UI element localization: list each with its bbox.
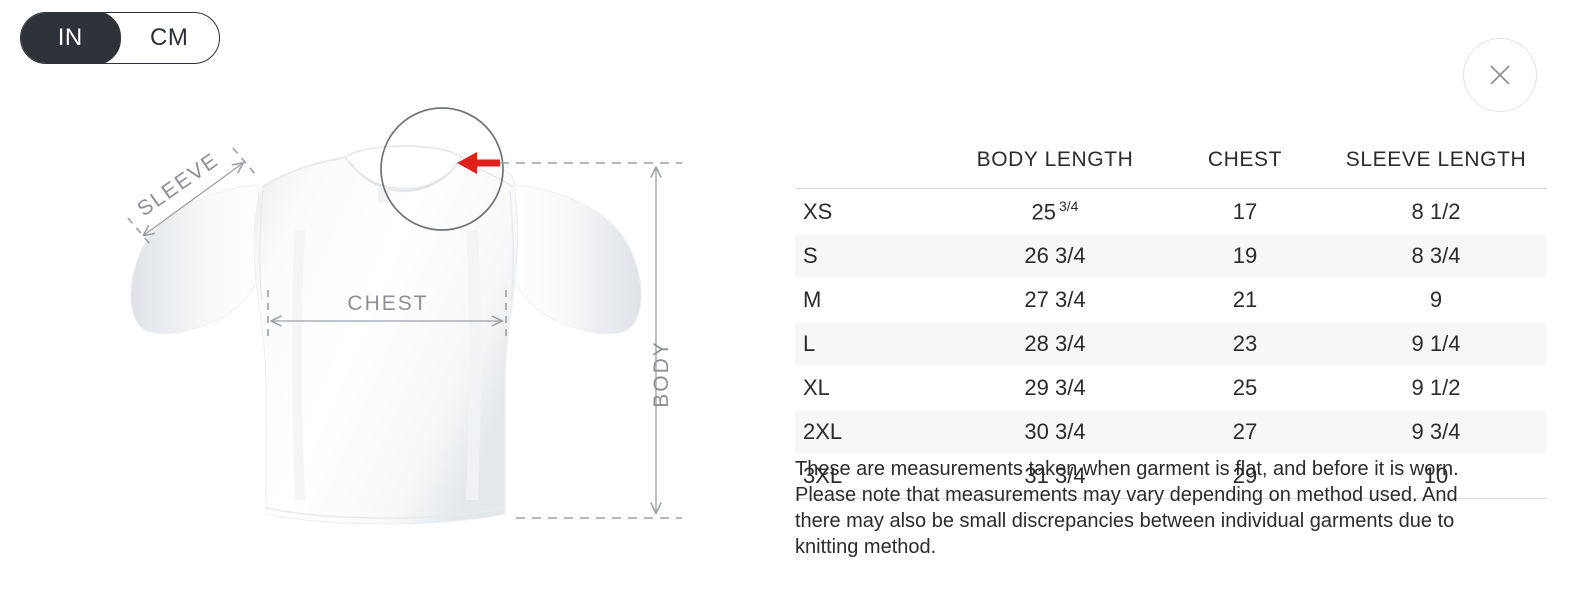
- cell-size: M: [803, 287, 822, 313]
- table-row: S 26 3/4 19 8 3/4: [795, 234, 1547, 279]
- neck-callout-circle: [380, 107, 504, 231]
- size-table: BODY LENGTH CHEST SLEEVE LENGTH XS 25 3/4 1…: [795, 148, 1547, 500]
- chest-dimension: CHEST: [267, 290, 507, 337]
- cell-size: L: [803, 331, 816, 357]
- cell-sleeve-length: 8 3/4: [1411, 243, 1461, 269]
- header-size: [795, 148, 945, 189]
- unit-option-in-label: IN: [57, 24, 83, 51]
- measurement-note: These are measurements taken when garmen…: [795, 458, 1459, 558]
- unit-option-in[interactable]: IN: [21, 13, 121, 63]
- cell-size: 2XL: [803, 419, 843, 445]
- cell-size: S: [803, 243, 818, 269]
- cell-sleeve-length: 10: [1325, 454, 1547, 500]
- cell-body-length: 25 3/4: [1031, 198, 1079, 225]
- cell-chest: 29: [1165, 454, 1325, 500]
- unit-option-cm[interactable]: CM: [119, 13, 219, 63]
- cell-sleeve-length: 9 1/4: [1411, 331, 1461, 357]
- cell-size: XS: [803, 198, 833, 224]
- table-row: 3XL 31 3/4 29 10: [795, 454, 1547, 500]
- cell-body-length: 29 3/4: [1024, 375, 1086, 401]
- cell-body-length: 26 3/4: [1024, 243, 1086, 269]
- size-table-head: BODY LENGTH CHEST SLEEVE LENGTH: [795, 148, 1547, 189]
- table-row: L 28 3/4 23 9 1/4: [795, 322, 1547, 367]
- cell-sleeve-length: 9 3/4: [1411, 419, 1461, 445]
- cell-size: XL: [803, 375, 830, 401]
- size-table-body: XS 25 3/4 17 8 1/2 S 26 3/4 19 8 3/4 M 27 3/4 21 9 L 2…: [795, 189, 1547, 500]
- size-table-container: BODY LENGTH CHEST SLEEVE LENGTH XS 25 3/4 1…: [795, 148, 1547, 500]
- chest-label: CHEST: [347, 292, 428, 315]
- cell-chest: 27: [1232, 419, 1258, 445]
- table-row: XS 25 3/4 17 8 1/2: [795, 189, 1547, 235]
- body-label: BODY: [650, 340, 673, 408]
- cell-body-length: 28 3/4: [1024, 331, 1086, 357]
- cell-chest: 25: [1232, 375, 1258, 401]
- garment-illustration: BODY CHEST SLEEVE: [0, 0, 760, 594]
- header-sleeve-length: SLEEVE LENGTH: [1325, 148, 1547, 189]
- cell-sleeve-length: 9: [1429, 287, 1443, 313]
- cell-sleeve-length: 9 1/2: [1411, 375, 1461, 401]
- close-icon: [1490, 65, 1510, 85]
- header-body-length: BODY LENGTH: [945, 148, 1165, 189]
- cell-chest: 21: [1232, 287, 1258, 313]
- cell-body-length: 31 3/4: [945, 454, 1165, 500]
- red-arrow-left-icon: [457, 152, 500, 174]
- garment-diagram: BODY CHEST SLEEVE: [127, 107, 682, 525]
- body-dimension: BODY: [650, 168, 673, 513]
- cell-size: 3XL: [795, 454, 945, 500]
- table-row: 2XL 30 3/4 27 9 3/4: [795, 410, 1547, 455]
- unit-option-cm-label: CM: [150, 24, 189, 51]
- table-row: M 27 3/4 21 9: [795, 278, 1547, 322]
- cell-sleeve-length: 8 1/2: [1411, 198, 1461, 224]
- table-row: XL 29 3/4 25 9 1/2: [795, 366, 1547, 410]
- cell-body-length: 27 3/4: [1024, 287, 1086, 313]
- cell-chest: 23: [1232, 331, 1258, 357]
- unit-toggle[interactable]: IN CM: [20, 12, 220, 64]
- header-chest: CHEST: [1165, 148, 1325, 189]
- table-header-row: BODY LENGTH CHEST SLEEVE LENGTH: [795, 148, 1547, 189]
- tshirt-shape: [130, 145, 642, 525]
- cell-chest: 17: [1232, 198, 1258, 224]
- fraction-superscript: 3/4: [1059, 198, 1079, 214]
- cell-chest: 19: [1232, 243, 1258, 269]
- cell-body-length: 30 3/4: [1024, 419, 1086, 445]
- close-button[interactable]: [1463, 38, 1537, 112]
